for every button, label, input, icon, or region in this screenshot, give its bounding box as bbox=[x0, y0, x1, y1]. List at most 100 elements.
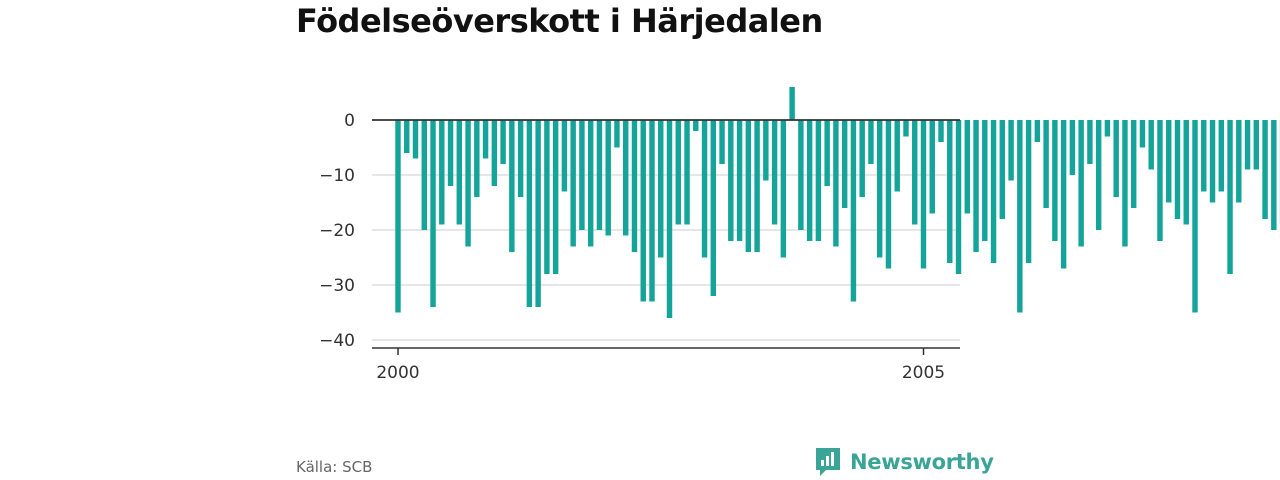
bar bbox=[771, 120, 778, 225]
bar bbox=[1069, 120, 1076, 175]
bar bbox=[947, 120, 953, 263]
x-tick-label: 2005 bbox=[902, 363, 945, 383]
bar bbox=[859, 120, 865, 197]
bar bbox=[868, 120, 874, 164]
bar bbox=[649, 120, 655, 302]
brand-name: Newsworthy bbox=[850, 450, 994, 474]
bar bbox=[1192, 120, 1198, 313]
bar bbox=[1025, 120, 1032, 263]
bar bbox=[579, 120, 585, 230]
bar bbox=[894, 120, 900, 192]
bar bbox=[1244, 120, 1251, 170]
bar bbox=[517, 120, 524, 197]
bars bbox=[395, 87, 1280, 318]
bar bbox=[833, 120, 839, 247]
y-tick-label: 0 bbox=[344, 111, 355, 131]
bar bbox=[482, 120, 489, 159]
bar bbox=[1157, 120, 1163, 241]
bar bbox=[1122, 120, 1128, 247]
bar bbox=[798, 120, 804, 230]
bar bbox=[806, 120, 813, 241]
bar bbox=[1201, 120, 1207, 192]
bar bbox=[1052, 120, 1058, 241]
bar bbox=[1008, 120, 1014, 181]
bar bbox=[999, 120, 1006, 219]
brand-logo[interactable]: Newsworthy bbox=[814, 446, 994, 478]
bar bbox=[876, 120, 883, 258]
bar bbox=[1253, 120, 1260, 170]
bar bbox=[1227, 120, 1233, 274]
bar bbox=[789, 87, 795, 120]
bar bbox=[447, 120, 454, 186]
bar bbox=[1271, 120, 1277, 230]
bar bbox=[938, 120, 944, 142]
bar bbox=[710, 120, 717, 296]
y-tick-label: −30 bbox=[319, 276, 355, 296]
bar bbox=[587, 120, 594, 247]
y-tick-label: −20 bbox=[319, 221, 355, 241]
chart-title: Födelseöverskott i Härjedalen bbox=[296, 2, 823, 40]
bar bbox=[728, 120, 734, 241]
bar bbox=[658, 120, 664, 258]
bar bbox=[754, 120, 760, 252]
x-tick-label: 2000 bbox=[376, 363, 419, 383]
bar bbox=[1209, 120, 1216, 203]
bar bbox=[719, 120, 725, 164]
bar bbox=[982, 120, 988, 241]
bar bbox=[964, 120, 971, 214]
bar bbox=[815, 120, 822, 241]
bar bbox=[395, 120, 401, 313]
bar bbox=[439, 120, 445, 225]
bar bbox=[605, 120, 611, 236]
bar bbox=[1017, 120, 1023, 313]
bar bbox=[1262, 120, 1268, 219]
bar bbox=[693, 120, 699, 131]
y-tick-label: −40 bbox=[319, 331, 355, 351]
x-axis-ticks: 200020052010201520202025 bbox=[376, 348, 945, 383]
bar bbox=[1087, 120, 1093, 164]
bar bbox=[404, 120, 410, 153]
bar bbox=[535, 120, 541, 307]
bar bbox=[955, 120, 962, 274]
bar bbox=[544, 120, 550, 274]
bar bbox=[500, 120, 506, 164]
bar bbox=[430, 120, 436, 307]
bar bbox=[684, 120, 690, 225]
bar bbox=[973, 120, 979, 252]
bar bbox=[841, 120, 848, 208]
bar bbox=[850, 120, 857, 302]
bar bbox=[1113, 120, 1119, 197]
bar bbox=[1218, 120, 1224, 192]
newsworthy-logo-icon bbox=[816, 448, 840, 476]
bar bbox=[456, 120, 463, 225]
bar bbox=[526, 120, 533, 307]
bar bbox=[903, 120, 909, 137]
bar bbox=[552, 120, 559, 274]
source-note: Källa: SCB bbox=[296, 458, 373, 476]
bar bbox=[631, 120, 638, 252]
bar bbox=[561, 120, 568, 192]
bar bbox=[745, 120, 752, 252]
bar bbox=[1104, 120, 1111, 137]
bar bbox=[491, 120, 498, 186]
bar bbox=[920, 120, 927, 269]
bar bbox=[623, 120, 629, 236]
bar bbox=[1060, 120, 1067, 269]
bar bbox=[1130, 120, 1137, 208]
bar bbox=[509, 120, 515, 252]
bar bbox=[666, 120, 673, 318]
bar bbox=[763, 120, 769, 181]
bar-chart: 0−10−20−30−40 200020052010201520202025 bbox=[319, 87, 1280, 383]
bar bbox=[1043, 120, 1049, 208]
y-tick-label: −10 bbox=[319, 166, 355, 186]
bar bbox=[474, 120, 480, 197]
bar bbox=[570, 120, 576, 247]
bar bbox=[780, 120, 787, 258]
bar bbox=[412, 120, 419, 159]
bar bbox=[1034, 120, 1041, 142]
bar bbox=[1139, 120, 1146, 148]
bar bbox=[465, 120, 471, 247]
bar bbox=[1183, 120, 1189, 225]
bar bbox=[1095, 120, 1102, 230]
bar bbox=[640, 120, 646, 302]
